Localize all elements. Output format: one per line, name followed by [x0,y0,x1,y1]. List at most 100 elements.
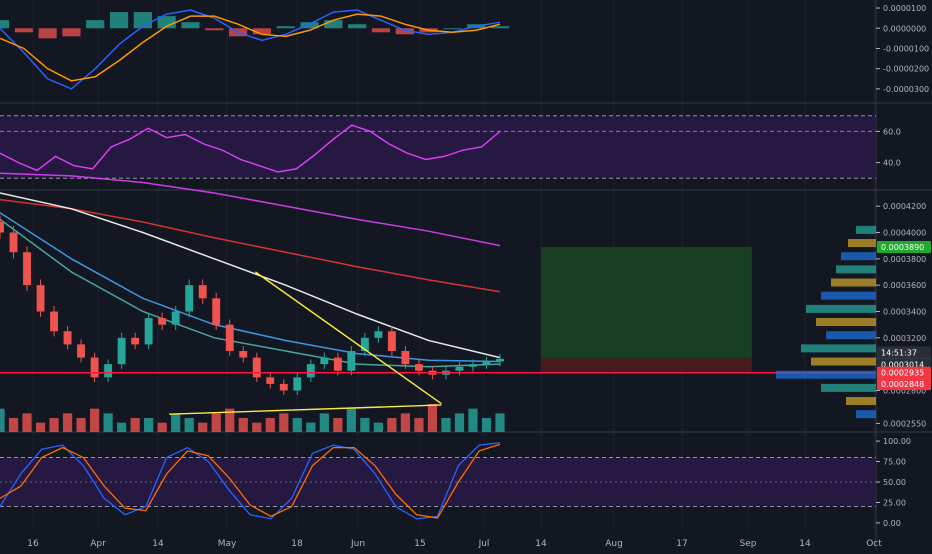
candle-body[interactable] [77,344,86,358]
rsi-line[interactable] [0,124,501,173]
volume-bar[interactable] [103,413,113,432]
volume-bar[interactable] [373,422,383,432]
macd-histogram-bar[interactable] [181,22,200,29]
volume-bar[interactable] [414,418,424,432]
volume-bar[interactable] [346,408,356,432]
macd-histogram-bar[interactable] [62,28,81,37]
candle-body[interactable] [387,331,396,351]
candle-body[interactable] [266,377,275,384]
volume-bar[interactable] [157,422,167,432]
macd-panel[interactable] [0,9,510,90]
volume-bar[interactable] [22,413,32,432]
macd-histogram-bar[interactable] [348,24,367,29]
long-position-stop-zone[interactable] [541,358,752,373]
volume-bar[interactable] [211,413,221,432]
rsi-panel[interactable] [0,115,876,179]
volume-bar[interactable] [387,418,397,432]
volume-bar[interactable] [252,422,262,432]
volume-bar[interactable] [495,413,505,432]
moving-average-line[interactable] [0,212,501,363]
volume-bar[interactable] [0,408,5,432]
volume-bar[interactable] [184,418,194,432]
candle-body[interactable] [347,351,356,371]
volume-bar[interactable] [400,413,411,432]
candle-body[interactable] [171,311,180,325]
volume-bar[interactable] [117,422,127,432]
macd-histogram-bar[interactable] [14,28,33,33]
volume-bar[interactable] [76,418,86,432]
candle-body[interactable] [144,318,153,345]
macd-histogram-bar[interactable] [157,16,176,29]
candle-body[interactable] [50,311,59,332]
candle-body[interactable] [104,364,113,378]
volume-bar[interactable] [481,418,492,432]
macd-histogram-bar[interactable] [443,28,462,30]
candle-body[interactable] [414,364,423,371]
candle-body[interactable] [320,357,329,365]
candle-body[interactable] [225,324,234,351]
candle-body[interactable] [293,377,302,391]
candle-body[interactable] [23,252,31,286]
volume-bar[interactable] [279,413,289,432]
resistance-trendline[interactable] [255,271,442,405]
moving-average-line[interactable] [0,172,501,247]
volume-bar[interactable] [454,413,465,432]
volume-bar[interactable] [130,418,140,432]
candle-body[interactable] [401,351,410,365]
volume-bar[interactable] [198,422,208,432]
volume-bar[interactable] [333,418,343,432]
volume-bar[interactable] [468,408,478,432]
candle-body[interactable] [279,383,288,391]
candle-body[interactable] [0,221,4,233]
volume-bar[interactable] [292,418,302,432]
macd-histogram-bar[interactable] [205,28,224,31]
volume-bar[interactable] [319,413,329,432]
volume-bar[interactable] [35,422,46,432]
volume-bar[interactable] [171,413,181,432]
candle-body[interactable] [360,337,369,351]
volume-bar[interactable] [144,418,154,432]
volume-bar[interactable] [306,422,316,432]
moving-average-line[interactable] [0,198,501,293]
volume-bar[interactable] [89,408,100,432]
candle-body[interactable] [239,351,248,358]
volume-bar[interactable] [238,418,248,432]
macd-histogram-bar[interactable] [276,26,295,29]
macd-histogram-bar[interactable] [300,22,319,29]
floor-trendline[interactable] [169,404,442,415]
macd-histogram-bar[interactable] [0,20,10,29]
macd-histogram-bar[interactable] [38,28,57,39]
volume-bar[interactable] [265,418,275,432]
macd-histogram-bar[interactable] [490,26,510,29]
volume-bar[interactable] [62,413,73,432]
candle-body[interactable] [212,298,221,325]
candle-body[interactable] [252,357,261,378]
long-position-target-zone[interactable] [541,246,752,359]
candle-body[interactable] [469,364,477,367]
macd-histogram-bar[interactable] [86,20,105,29]
stochastic-panel[interactable] [0,442,876,520]
candle-body[interactable] [374,331,383,338]
candle-body[interactable] [117,337,126,365]
candle-body[interactable] [36,285,45,312]
stoch-d-line[interactable] [0,443,501,519]
candle-body[interactable] [455,366,464,371]
candle-body[interactable] [496,358,504,362]
candle-body[interactable] [482,361,491,365]
stoch-k-line[interactable] [0,442,501,520]
macd-histogram-bar[interactable] [395,28,414,35]
candle-body[interactable] [185,285,194,312]
volume-bar[interactable] [441,418,451,432]
candle-body[interactable] [158,318,167,325]
candle-body[interactable] [306,364,315,378]
candle-body[interactable] [90,357,99,378]
macd-signal-line[interactable] [0,13,501,82]
price-panel[interactable] [0,172,876,432]
moving-average-line[interactable] [0,192,501,359]
volume-bar[interactable] [49,418,59,432]
volume-bar[interactable] [427,404,438,432]
volume-bar[interactable] [360,418,370,432]
candle-body[interactable] [63,331,72,345]
macd-histogram-bar[interactable] [371,28,391,33]
